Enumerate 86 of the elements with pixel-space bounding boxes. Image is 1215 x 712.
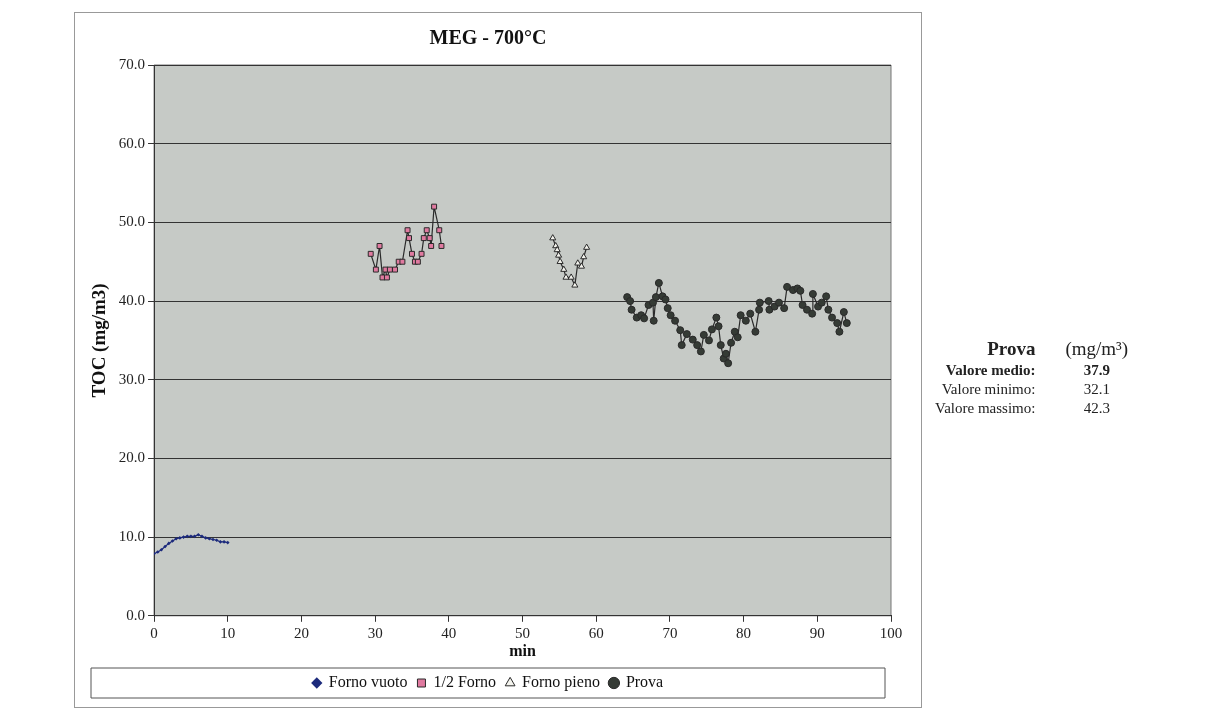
point: [574, 259, 582, 266]
x-tick-label: 40: [441, 624, 457, 641]
point: [426, 235, 433, 242]
point: [580, 252, 588, 260]
point: [185, 534, 190, 539]
point: [379, 274, 386, 281]
point: [218, 540, 223, 544]
legend-label: 1/2 Forno: [433, 673, 497, 691]
y-tick-label: 20.0: [118, 449, 146, 466]
x-tick-label: 60: [588, 624, 604, 641]
point: [211, 537, 215, 542]
x-tick-label: 80: [736, 624, 752, 641]
point: [181, 535, 186, 539]
point: [567, 273, 575, 280]
point: [203, 536, 208, 540]
point: [409, 250, 415, 257]
y-tick-label: 40.0: [118, 291, 146, 308]
text: Valore medio:: [944, 362, 1036, 379]
point: [549, 234, 557, 241]
y-tick-label: 60.0: [118, 134, 146, 151]
text: Prova: [986, 338, 1036, 360]
point: [404, 227, 411, 234]
point: [155, 550, 160, 554]
y-tick-label: 30.0: [118, 370, 146, 387]
point: [214, 538, 219, 543]
point: [436, 227, 443, 234]
point: [189, 534, 193, 539]
point: [383, 274, 390, 281]
point: [562, 273, 570, 280]
x-tick-label: 30: [367, 624, 383, 641]
text: 42.3: [1082, 400, 1111, 417]
x-tick-label: 0: [150, 624, 158, 641]
text: (mg/m³): [1065, 338, 1129, 360]
point: [166, 541, 171, 546]
text: Valore minimo:: [940, 381, 1036, 398]
x-axis-title: min: [509, 641, 536, 659]
point: [571, 281, 579, 288]
point: [399, 258, 406, 265]
point: [556, 257, 564, 264]
point: [225, 540, 230, 545]
point: [418, 250, 425, 257]
point: [431, 203, 438, 210]
point: [577, 262, 586, 269]
x-tick-label: 100: [879, 624, 903, 641]
y-tick-label: 0.0: [126, 606, 146, 623]
point: [392, 266, 399, 273]
x-tick-label: 50: [515, 624, 531, 641]
point: [583, 243, 591, 250]
legend-label: Forno vuoto: [328, 673, 408, 691]
point: [207, 536, 212, 541]
point: [423, 227, 430, 234]
point: [367, 250, 374, 257]
point: [159, 547, 164, 552]
point: [174, 536, 178, 541]
point: [200, 534, 204, 539]
point: [438, 243, 445, 249]
point: [382, 266, 389, 273]
point: [560, 265, 568, 272]
legend-label: Forno pieno: [522, 673, 600, 692]
point: [163, 544, 167, 549]
y-tick-label: 70.0: [118, 55, 146, 72]
point: [420, 235, 427, 242]
x-tick-label: 20: [293, 624, 309, 641]
point: [555, 251, 563, 258]
point: [192, 534, 197, 539]
point: [222, 540, 226, 544]
point: [372, 266, 379, 273]
text: 37.9: [1082, 362, 1111, 379]
point: [178, 536, 182, 540]
y-axis-title: TOC (mg/m3): [88, 283, 111, 398]
point: [553, 245, 561, 253]
x-tick-label: 90: [809, 624, 825, 641]
text: Valore massimo:: [935, 400, 1036, 417]
text: 32.1: [1082, 381, 1111, 398]
point: [196, 532, 201, 537]
x-tick-label: 10: [220, 624, 236, 641]
point: [428, 243, 435, 249]
legend-label: Prova: [625, 673, 664, 691]
point: [406, 235, 413, 242]
point: [170, 539, 175, 543]
x-tick-label: 70: [662, 624, 678, 641]
y-tick-label: 50.0: [118, 213, 146, 230]
chart-title: MEG - 700°C: [429, 26, 547, 49]
y-tick-label: 10.0: [118, 528, 146, 545]
point: [376, 243, 383, 249]
point: [386, 266, 393, 273]
